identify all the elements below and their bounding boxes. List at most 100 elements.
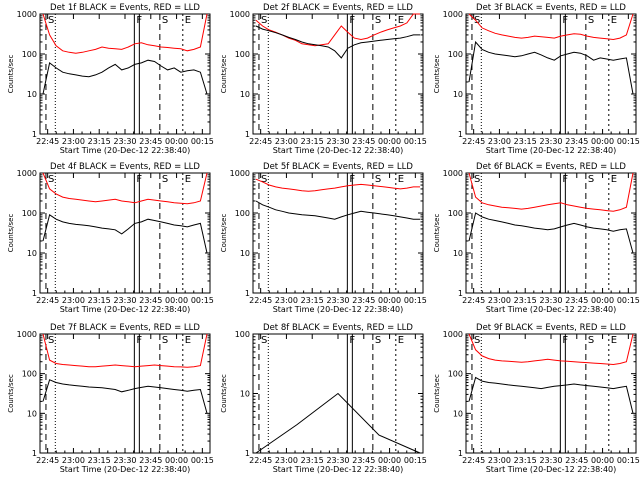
x-tick-label: 23:15: [301, 456, 324, 465]
marker-label: S: [261, 174, 267, 185]
x-tick-label: 23:30: [113, 137, 136, 146]
x-tick-label: 23:45: [139, 137, 162, 146]
y-tick-label: 10: [240, 390, 250, 399]
panel-det-9f: Det 9f BLACK = Events, RED = LLD 1 10 100 10…: [433, 323, 640, 474]
x-tick-label: 00:15: [404, 137, 427, 146]
x-tick-label: 22:45: [462, 296, 485, 305]
panel-det-4f: Det 4f BLACK = Events, RED = LLD 1 10 100 10…: [7, 162, 214, 314]
lld-series-line: [468, 13, 634, 41]
plot-frame: [39, 172, 211, 294]
panel-title: Det 7f BLACK = Events, RED = LLD: [50, 323, 200, 333]
marker-label: F: [349, 174, 355, 185]
x-tick-label: 23:30: [326, 137, 349, 146]
y-tick-label: 10: [240, 90, 250, 99]
events-series-line: [468, 40, 634, 95]
events-series-line: [42, 213, 208, 254]
panel-det-5f: Det 5f BLACK = Events, RED = LLD 1 10 100 10…: [220, 162, 427, 314]
lld-series-line: [42, 333, 208, 368]
marker-label: S: [261, 15, 267, 26]
marker-label: S: [588, 174, 594, 185]
y-tick-label: 1000: [443, 169, 463, 178]
panel-title: Det 5f BLACK = Events, RED = LLD: [263, 162, 413, 172]
x-tick-label: 22:45: [249, 296, 272, 305]
marker-label: S: [588, 335, 594, 346]
marker-label: F: [349, 15, 355, 26]
x-tick-label: 00:00: [378, 456, 401, 465]
panel-det-2f: Det 2f BLACK = Events, RED = LLD 1 10 100 10…: [220, 3, 427, 155]
y-tick-label: 1: [458, 289, 463, 298]
y-tick-label: 10: [453, 90, 463, 99]
plot-frame: [465, 333, 637, 454]
x-tick-label: 23:15: [88, 456, 111, 465]
marker-label: F: [136, 174, 142, 185]
x-tick-label: 23:15: [514, 137, 537, 146]
marker-label: S: [474, 174, 480, 185]
y-axis-label: Counts/sec: [220, 55, 228, 94]
x-tick-label: 23:30: [113, 296, 136, 305]
y-tick-label: 1: [458, 130, 463, 139]
x-tick-label: 23:30: [326, 296, 349, 305]
y-tick-label: 1: [32, 130, 37, 139]
x-tick-label: 23:45: [352, 137, 375, 146]
x-tick-label: 23:00: [62, 456, 85, 465]
x-axis-label: Start Time (20-Dec-12 22:38:40): [273, 305, 404, 314]
x-axis-label: Start Time (20-Dec-12 22:38:40): [486, 305, 617, 314]
x-axis-label: Start Time (20-Dec-12 22:38:40): [60, 465, 191, 474]
y-axis-label: Counts/sec: [433, 374, 441, 413]
panel-title: Det 8f BLACK = Events, RED = LLD: [263, 323, 413, 333]
marker-label: S: [162, 335, 168, 346]
y-tick-label: 100: [235, 50, 250, 59]
lld-series-line: [468, 333, 634, 366]
x-axis-label: Start Time (20-Dec-12 22:38:40): [60, 146, 191, 155]
marker-label: F: [562, 335, 568, 346]
x-tick-label: 22:45: [462, 137, 485, 146]
x-tick-label: 23:45: [565, 456, 588, 465]
marker-label: S: [162, 15, 168, 26]
plot-frame: [252, 172, 424, 294]
x-tick-label: 23:00: [62, 137, 85, 146]
x-tick-label: 22:45: [36, 456, 59, 465]
panel-title: Det 6f BLACK = Events, RED = LLD: [476, 162, 626, 172]
plot-frame: [252, 13, 424, 135]
y-tick-label: 1: [245, 130, 250, 139]
y-tick-label: 10: [27, 409, 37, 418]
lld-series-line: [42, 13, 208, 54]
panel-det-6f: Det 6f BLACK = Events, RED = LLD 1 10 100 10…: [433, 162, 640, 314]
y-tick-label: 1: [245, 289, 250, 298]
y-axis-label: Counts/sec: [7, 55, 15, 94]
marker-label: E: [185, 335, 191, 346]
panel-det-8f: Det 8f BLACK = Events, RED = LLD 1 10 100 Co…: [220, 323, 427, 474]
x-tick-label: 23:15: [514, 456, 537, 465]
y-tick-label: 100: [448, 370, 463, 379]
y-tick-label: 100: [448, 50, 463, 59]
x-tick-label: 00:15: [191, 296, 214, 305]
panel-title: Det 1f BLACK = Events, RED = LLD: [50, 3, 200, 13]
x-axis-label: Start Time (20-Dec-12 22:38:40): [486, 146, 617, 155]
marker-label: F: [136, 15, 142, 26]
x-tick-label: 00:00: [591, 296, 614, 305]
x-tick-label: 00:00: [165, 296, 188, 305]
x-tick-label: 22:45: [36, 296, 59, 305]
y-tick-label: 10: [453, 409, 463, 418]
y-tick-label: 100: [235, 330, 250, 339]
x-tick-label: 23:15: [514, 296, 537, 305]
y-axis-label: Counts/sec: [7, 214, 15, 253]
x-tick-label: 22:45: [462, 456, 485, 465]
y-tick-label: 1000: [17, 330, 37, 339]
x-tick-label: 22:45: [249, 456, 272, 465]
x-tick-label: 23:45: [139, 296, 162, 305]
events-series-line: [468, 212, 634, 254]
panel-title: Det 2f BLACK = Events, RED = LLD: [263, 3, 413, 13]
y-tick-label: 100: [22, 50, 37, 59]
x-tick-label: 00:00: [378, 137, 401, 146]
marker-label: S: [474, 15, 480, 26]
events-series-line: [42, 59, 208, 95]
y-tick-label: 10: [240, 249, 250, 258]
x-tick-label: 23:30: [113, 456, 136, 465]
x-tick-label: 00:15: [617, 456, 640, 465]
plot-frame: [39, 13, 211, 135]
marker-label: F: [136, 335, 142, 346]
x-tick-label: 23:45: [565, 296, 588, 305]
